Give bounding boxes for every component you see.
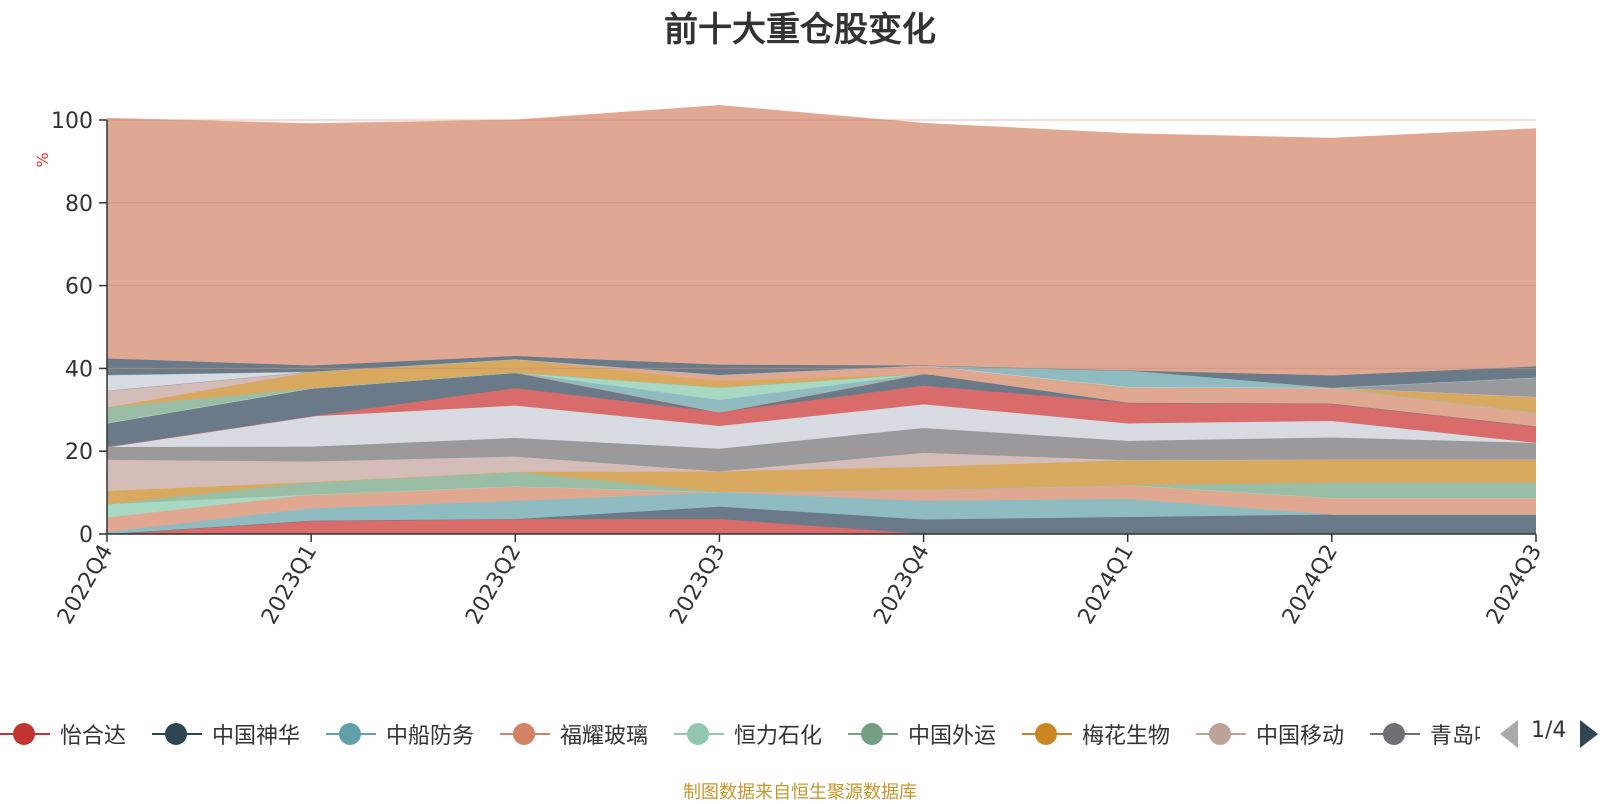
area-series-2[interactable] [107,506,1536,534]
legend-next-page-button[interactable] [1580,720,1598,748]
x-tick-label-1: 2023Q1 [257,541,322,629]
legend-label: 中国外运 [908,724,997,749]
series-line-2 [106,506,1536,535]
legend-marker-icon [1196,722,1246,746]
area-series-3[interactable] [107,492,1536,534]
legend-label: 福耀玻璃 [560,724,649,749]
area-series-17[interactable] [107,359,1536,413]
legend-item-5[interactable]: 恒力石化 [674,712,822,756]
legend-marker-icon [1370,722,1420,746]
area-series-6[interactable] [107,471,1536,505]
legend-label: 怡合达 [60,724,127,749]
x-tick-label-0: 2022Q4 [53,541,118,629]
y-tick-label-5: 100 [51,109,93,134]
y-tick-label-2: 40 [65,357,93,382]
legend-marker-icon [152,722,202,746]
legend-marker-icon [500,722,550,746]
legend-item-7[interactable]: 梅花生物 [1022,712,1170,756]
legend-page-indicator: 1/4 [1531,718,1567,743]
grid-layer [107,119,1536,452]
area-series-23[interactable] [107,355,1536,388]
area-series-11[interactable] [107,385,1536,448]
legend-marker-icon [674,722,724,746]
area-series-13[interactable] [107,372,1536,427]
area-series-1[interactable] [107,519,1536,534]
legend-marker-icon [1022,722,1072,746]
legend-item-8[interactable]: 中国移动 [1196,712,1344,756]
legend-item-4[interactable]: 福耀玻璃 [500,712,648,756]
x-tick-label-3: 2023Q3 [665,541,730,629]
y-tick-label-0: 0 [79,523,93,548]
legend-prev-page-button[interactable] [1500,720,1518,748]
area-series-9[interactable] [107,428,1536,472]
area-series-15[interactable] [107,372,1536,424]
area-series-4[interactable] [107,485,1536,532]
source-note: 制图数据来自恒生聚源数据库 [683,782,917,803]
legend-item-6[interactable]: 中国外运 [848,712,996,756]
area-series-24[interactable] [107,105,1536,376]
legend-marker-icon [848,722,898,746]
legend-item-2[interactable]: 中国神华 [152,712,300,756]
legend-item-1[interactable]: 怡合达 [0,712,126,756]
x-tick-label-7: 2024Q3 [1482,541,1547,629]
area-series-22[interactable] [107,359,1536,388]
stacked-area-chart: 0 20 40 60 80 100 2022Q4 2023Q1 2023Q2 2023Q3 2023… [33,105,1547,629]
legend-marker-icon [326,722,376,746]
y-tick-label-4: 80 [65,192,93,217]
legend-item-3[interactable]: 中船防务 [326,712,474,756]
chart-title: 前十大重仓股变化 [664,10,936,50]
area-series-10[interactable] [107,404,1536,449]
y-axis-unit-label: % [33,152,52,167]
y-tick-label-1: 20 [65,440,93,465]
area-series-8[interactable] [107,452,1536,491]
legend-marker-icon [0,722,50,746]
legend-label: 中船防务 [386,724,475,749]
legend-viewport: 怡合达 中国神华 中船防务 福耀玻璃 恒力石化 中国外运 梅花生物 中国移动 青岛啤酒 [0,712,1480,756]
legend-label: 青岛啤酒 [1430,724,1480,749]
y-tick-label-3: 60 [65,275,93,300]
legend: 怡合达 中国神华 中船防务 福耀玻璃 恒力石化 中国外运 梅花生物 中国移动 青岛啤酒 1/4 [0,712,1600,756]
legend-label: 恒力石化 [734,724,823,749]
legend-label: 中国神华 [212,724,301,749]
legend-item-9[interactable]: 青岛啤酒 [1370,712,1480,756]
areas-layer [106,105,1537,535]
x-tick-label-2: 2023Q2 [461,541,526,629]
x-tick-label-4: 2023Q4 [869,541,934,629]
x-tick-label-5: 2024Q1 [1074,541,1139,629]
legend-label: 梅花生物 [1082,724,1171,749]
area-series-12[interactable] [107,372,1536,448]
area-series-7[interactable] [107,459,1536,505]
legend-label: 中国移动 [1256,724,1345,749]
x-tick-label-6: 2024Q2 [1278,541,1343,629]
series-line-24 [106,105,1537,139]
